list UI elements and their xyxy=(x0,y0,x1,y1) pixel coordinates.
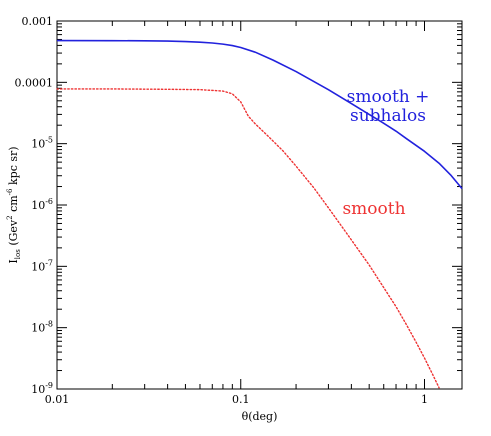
y-tick-label: 10-9 xyxy=(31,381,53,396)
x-tick-label: 0.01 xyxy=(45,393,70,406)
series-layer xyxy=(56,39,463,389)
y-tick-label: 0.0001 xyxy=(15,76,54,89)
y-tick-label: 10-6 xyxy=(31,197,53,212)
y-tick-label: 10-8 xyxy=(31,320,53,335)
y-axis-label: Ilos (Gev2 cm-6 kpc sr) xyxy=(6,146,22,263)
x-tick-label: 0.1 xyxy=(232,393,250,406)
series-annotations: smooth + subhalos smooth xyxy=(342,87,429,219)
y-tick-label: 10-5 xyxy=(31,136,53,151)
x-axis-label: θ(deg) xyxy=(242,410,278,423)
y-tick-label: 0.001 xyxy=(22,15,54,28)
series-line-smooth-subhalos xyxy=(56,39,463,190)
series-line-smooth xyxy=(56,88,440,389)
tick-labels: 0.01 0.1 1 0.001 0.0001 10-5 10-6 10-7 10-8 10-9 xyxy=(15,15,428,406)
x-tick-label: 1 xyxy=(421,393,428,406)
y-tick-label: 10-7 xyxy=(31,258,53,273)
series-annotation-smooth-subhalos: smooth + subhalos xyxy=(347,87,430,126)
plot-frame xyxy=(56,20,463,390)
series-annotation-smooth: smooth xyxy=(342,199,405,219)
